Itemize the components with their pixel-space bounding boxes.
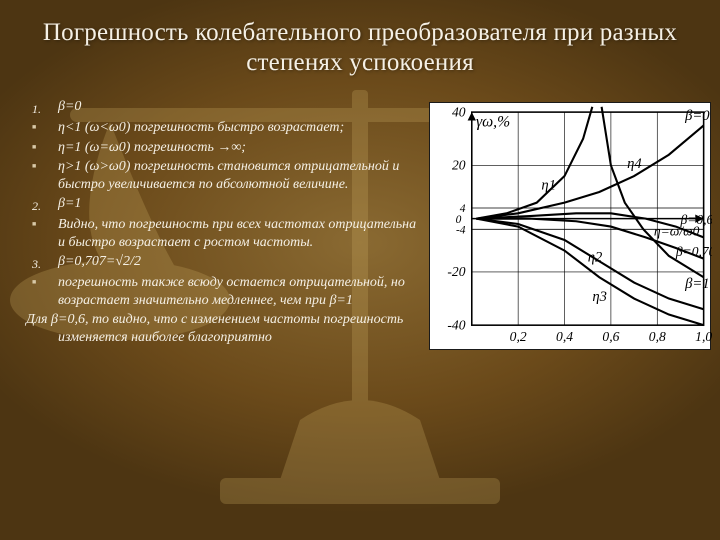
svg-text:β=0,707: β=0,707 [675, 244, 712, 259]
item-text: β=0,707=√2/2 [58, 253, 421, 272]
item-text: η=1 (ω=ω0) погрешность →∞; [58, 139, 421, 157]
svg-text:0,8: 0,8 [649, 329, 666, 344]
bullet-marker [26, 158, 58, 193]
item-text: Видно, что погрешность при всех частотах… [58, 216, 421, 251]
svg-text:η3: η3 [592, 289, 607, 305]
list-item: η<1 (ω<ω0) погрешность быстро возрастает… [26, 119, 421, 137]
svg-text:β=0: β=0 [684, 108, 710, 124]
bullet-marker [26, 139, 58, 157]
item-text: β=1 [58, 195, 421, 214]
number-marker: 3. [26, 253, 58, 272]
list-item: 1.β=0 [26, 98, 421, 117]
chart-column: 0,20,40,60,81,0-40-2020404-4γω,%β=0η4η1β… [429, 98, 711, 350]
item-text: η>1 (ω>ω0) погрешность становится отрица… [58, 158, 421, 193]
svg-text:-4: -4 [456, 224, 466, 236]
list-item: 2.β=1 [26, 195, 421, 214]
svg-text:1,0: 1,0 [695, 329, 712, 344]
svg-text:0: 0 [456, 214, 462, 226]
number-marker: 2. [26, 195, 58, 214]
svg-text:20: 20 [452, 158, 466, 173]
list-item: 3.β=0,707=√2/2 [26, 253, 421, 272]
svg-text:γω,%: γω,% [476, 114, 510, 131]
list-item: η=1 (ω=ω0) погрешность →∞; [26, 139, 421, 157]
svg-text:η1: η1 [541, 177, 556, 193]
list-item: Видно, что погрешность при всех частотах… [26, 216, 421, 251]
svg-text:η=ω/ω0: η=ω/ω0 [654, 223, 700, 238]
item-text: β=0 [58, 98, 421, 117]
footer-text: Для β=0,6, то видно, что с изменением ча… [26, 311, 421, 346]
number-marker: 1. [26, 98, 58, 117]
bullet-marker [26, 119, 58, 137]
items-list: 1.β=0 η<1 (ω<ω0) погрешность быстро возра… [26, 98, 421, 309]
item-text: погрешность также всюду остается отрицат… [58, 274, 421, 309]
list-item: погрешность также всюду остается отрицат… [26, 274, 421, 309]
svg-text:η2: η2 [588, 249, 603, 265]
item-text: η<1 (ω<ω0) погрешность быстро возрастает… [58, 119, 421, 137]
svg-text:-20: -20 [447, 264, 465, 279]
list-item: η>1 (ω>ω0) погрешность становится отрица… [26, 158, 421, 193]
bullet-marker [26, 216, 58, 251]
svg-text:β=1: β=1 [684, 276, 709, 292]
two-column-layout: 1.β=0 η<1 (ω<ω0) погрешность быстро возра… [26, 98, 694, 350]
slide-title: Погрешность колебательного преобразовате… [26, 18, 694, 78]
svg-text:-40: -40 [447, 317, 465, 332]
error-chart: 0,20,40,60,81,0-40-2020404-4γω,%β=0η4η1β… [430, 103, 712, 351]
svg-text:η4: η4 [627, 156, 642, 172]
svg-text:0,4: 0,4 [556, 329, 573, 344]
text-column: 1.β=0 η<1 (ω<ω0) погрешность быстро возра… [26, 98, 421, 350]
chart-container: 0,20,40,60,81,0-40-2020404-4γω,%β=0η4η1β… [429, 102, 711, 350]
svg-text:0,6: 0,6 [602, 329, 619, 344]
slide-content: Погрешность колебательного преобразовате… [0, 0, 720, 540]
bullet-marker [26, 274, 58, 309]
svg-text:40: 40 [452, 104, 466, 119]
svg-text:0,2: 0,2 [510, 329, 527, 344]
